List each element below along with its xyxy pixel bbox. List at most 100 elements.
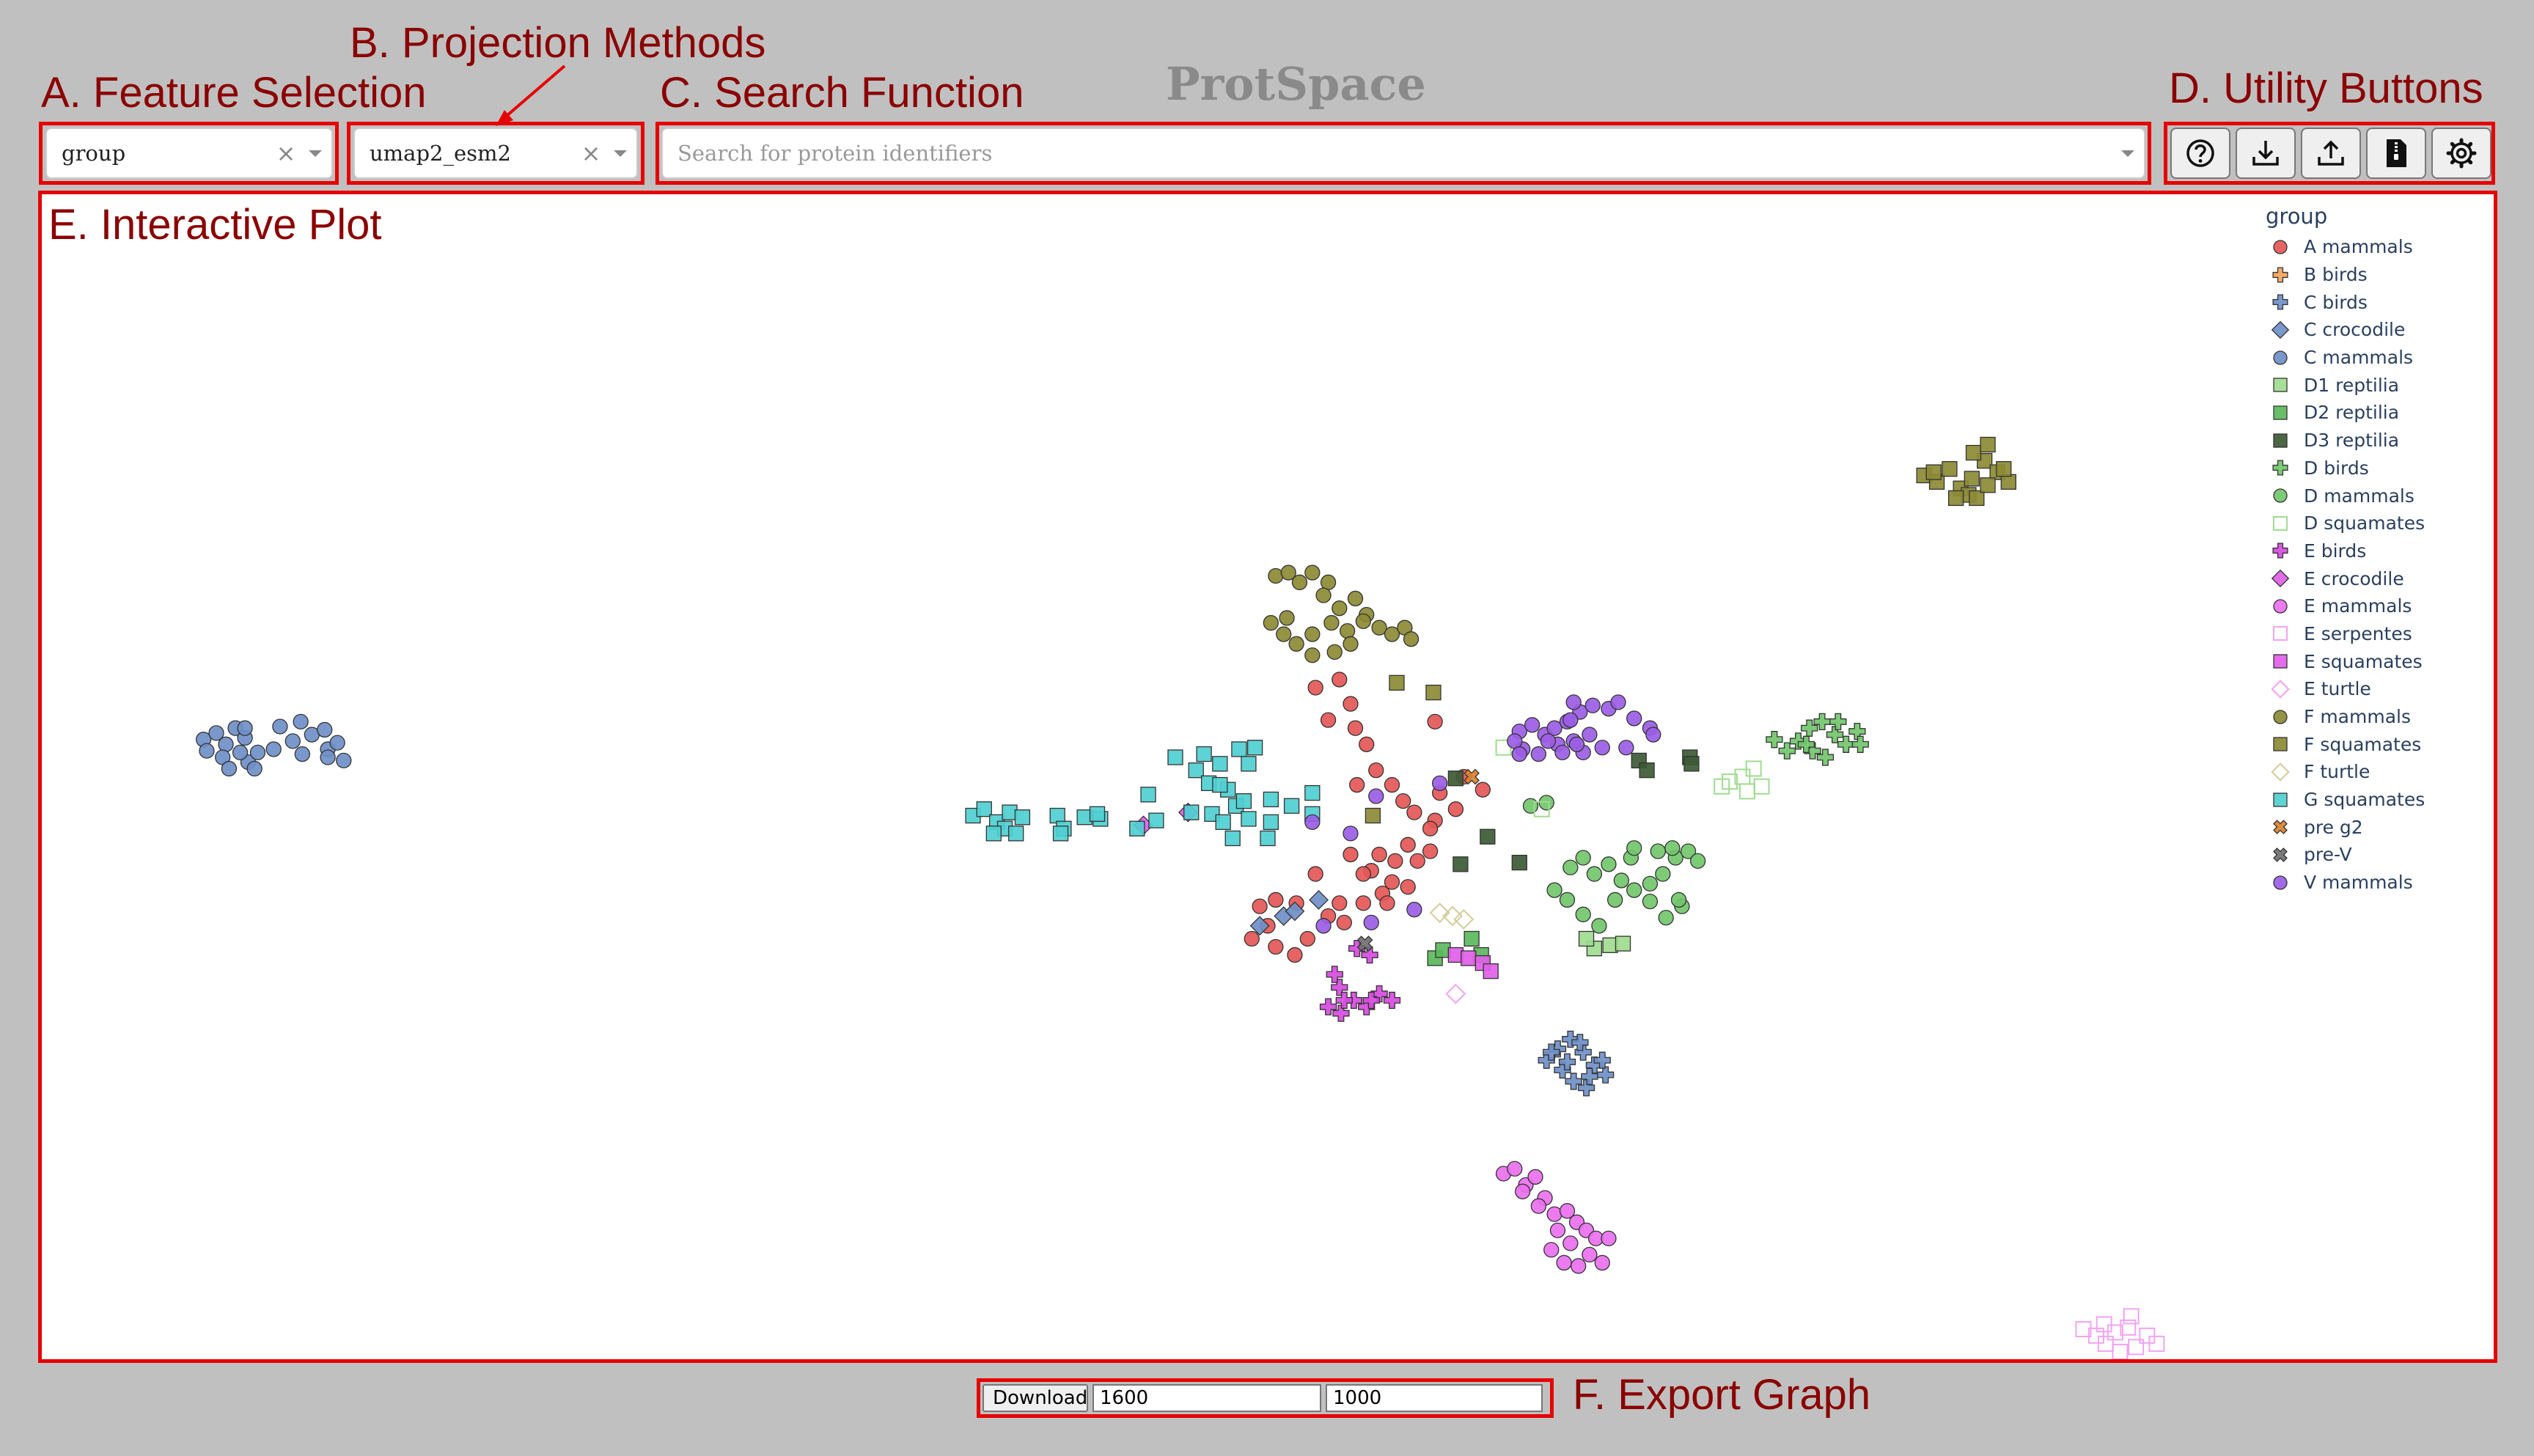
data-point-v-mammals[interactable] bbox=[1546, 720, 1562, 736]
data-point-g-squamates[interactable] bbox=[1167, 749, 1183, 765]
clear-projection-icon[interactable]: × bbox=[581, 139, 601, 167]
series-e-serpentes[interactable] bbox=[2075, 1308, 2165, 1360]
data-point-c-birds[interactable] bbox=[1593, 1051, 1611, 1069]
projection-select-dropdown[interactable]: umap2_esm2 × bbox=[353, 128, 638, 179]
data-point-f-turtle[interactable] bbox=[1429, 902, 1450, 924]
data-point-f-mammals[interactable] bbox=[1315, 587, 1332, 603]
data-point-d-mammals[interactable] bbox=[1538, 795, 1554, 811]
data-point-a-mammals[interactable] bbox=[1299, 930, 1315, 947]
legend-item-d-mammals[interactable]: D mammals bbox=[2266, 482, 2425, 510]
data-point-c-mammals[interactable] bbox=[294, 746, 310, 762]
series-e-mammals[interactable] bbox=[1495, 1161, 1617, 1274]
data-point-f-mammals[interactable] bbox=[1371, 619, 1387, 636]
series-e-birds[interactable] bbox=[1319, 940, 1401, 1022]
series-d-mammals[interactable] bbox=[1522, 795, 1706, 934]
data-point-e-mammals[interactable] bbox=[1507, 1161, 1523, 1177]
upload-button[interactable] bbox=[2301, 128, 2361, 179]
data-point-a-mammals[interactable] bbox=[1368, 762, 1384, 779]
data-point-f-mammals[interactable] bbox=[1304, 565, 1321, 581]
data-point-g-squamates[interactable] bbox=[1014, 809, 1031, 826]
data-point-v-mammals[interactable] bbox=[1315, 918, 1332, 934]
data-point-f-squamates[interactable] bbox=[1964, 471, 1980, 487]
data-point-c-crocodile[interactable] bbox=[1249, 916, 1270, 936]
data-point-f-mammals[interactable] bbox=[1279, 610, 1295, 626]
data-point-v-mammals[interactable] bbox=[1582, 727, 1598, 743]
data-point-d3-reptilia[interactable] bbox=[1639, 762, 1655, 779]
data-point-v-mammals[interactable] bbox=[1343, 826, 1359, 842]
data-point-a-mammals[interactable] bbox=[1307, 680, 1323, 696]
data-point-c-birds[interactable] bbox=[1596, 1066, 1615, 1084]
series-f-mammals[interactable] bbox=[1263, 565, 1420, 663]
data-point-f-squamates[interactable] bbox=[1925, 464, 1942, 480]
data-point-c-mammals[interactable] bbox=[249, 744, 266, 761]
data-point-f-squamates[interactable] bbox=[1365, 807, 1381, 824]
data-point-v-mammals[interactable] bbox=[1626, 710, 1642, 727]
legend-item-e-mammals[interactable]: E mammals bbox=[2266, 592, 2425, 620]
legend-item-e-birds[interactable]: E birds bbox=[2266, 537, 2425, 565]
data-point-c-mammals[interactable] bbox=[272, 718, 288, 735]
data-point-c-birds[interactable] bbox=[1558, 1053, 1576, 1071]
data-point-c-mammals[interactable] bbox=[232, 744, 249, 761]
help-button[interactable] bbox=[2170, 128, 2230, 179]
data-point-f-squamates[interactable] bbox=[1965, 444, 1982, 461]
data-point-g-squamates[interactable] bbox=[1148, 812, 1164, 828]
data-point-v-mammals[interactable] bbox=[1406, 902, 1422, 918]
data-point-c-mammals[interactable] bbox=[218, 736, 234, 752]
feature-select-dropdown[interactable]: group × bbox=[45, 128, 333, 179]
data-point-a-mammals[interactable] bbox=[1447, 801, 1464, 817]
data-point-e-mammals[interactable] bbox=[1546, 1206, 1562, 1222]
data-point-c-mammals[interactable] bbox=[317, 721, 333, 738]
data-point-d-mammals[interactable] bbox=[1689, 853, 1706, 869]
series-d-birds[interactable] bbox=[1766, 713, 1869, 766]
data-point-v-mammals[interactable] bbox=[1565, 694, 1582, 710]
data-point-e-mammals[interactable] bbox=[1594, 1254, 1610, 1271]
data-point-e-squamates[interactable] bbox=[1461, 950, 1477, 966]
data-point-c-birds[interactable] bbox=[1565, 1073, 1582, 1090]
data-point-d3-reptilia[interactable] bbox=[1511, 854, 1527, 871]
data-point-d-mammals[interactable] bbox=[1658, 910, 1674, 926]
data-point-a-mammals[interactable] bbox=[1395, 793, 1411, 809]
data-point-d-mammals[interactable] bbox=[1591, 918, 1607, 934]
data-point-e-squamates[interactable] bbox=[1483, 963, 1499, 979]
series-d2-reptilia[interactable] bbox=[1427, 930, 1489, 966]
data-point-e-mammals[interactable] bbox=[1514, 1183, 1531, 1199]
data-point-a-mammals[interactable] bbox=[1343, 846, 1359, 863]
data-point-g-squamates[interactable] bbox=[1215, 814, 1231, 831]
data-point-g-squamates[interactable] bbox=[1212, 776, 1228, 793]
legend-item-d2-reptilia[interactable]: D2 reptilia bbox=[2266, 399, 2425, 427]
data-point-d-birds[interactable] bbox=[1816, 749, 1835, 766]
legend-item-e-crocodile[interactable]: E crocodile bbox=[2266, 565, 2425, 592]
data-point-d-squamates[interactable] bbox=[1738, 783, 1755, 800]
data-point-g-squamates[interactable] bbox=[976, 801, 992, 817]
data-point-a-mammals[interactable] bbox=[1384, 776, 1400, 793]
legend-item-v-mammals[interactable]: V mammals bbox=[2266, 869, 2425, 897]
legend-item-d3-reptilia[interactable]: D3 reptilia bbox=[2266, 427, 2425, 455]
data-point-v-mammals[interactable] bbox=[1594, 740, 1610, 756]
legend-item-c-birds[interactable]: C birds bbox=[2266, 288, 2425, 316]
data-point-f-mammals[interactable] bbox=[1304, 626, 1321, 642]
data-point-d-birds[interactable] bbox=[1766, 731, 1783, 749]
legend-item-pre-v[interactable]: pre-V bbox=[2266, 841, 2425, 869]
export-width-input[interactable] bbox=[1092, 1384, 1321, 1412]
data-point-g-squamates[interactable] bbox=[1052, 826, 1069, 842]
legend-item-f-turtle[interactable]: F turtle bbox=[2266, 758, 2425, 786]
data-point-e-birds[interactable] bbox=[1319, 998, 1337, 1015]
data-point-f-mammals[interactable] bbox=[1403, 631, 1420, 647]
legend-item-e-serpentes[interactable]: E serpentes bbox=[2266, 620, 2425, 648]
data-point-e-mammals[interactable] bbox=[1556, 1254, 1572, 1271]
data-point-f-mammals[interactable] bbox=[1320, 574, 1337, 590]
data-point-d3-reptilia[interactable] bbox=[1453, 856, 1469, 872]
data-point-f-turtle[interactable] bbox=[1442, 905, 1463, 927]
data-point-f-mammals[interactable] bbox=[1268, 567, 1284, 584]
data-point-a-mammals[interactable] bbox=[1252, 898, 1268, 914]
data-point-g-squamates[interactable] bbox=[1129, 820, 1145, 837]
legend-item-b-birds[interactable]: B birds bbox=[2266, 261, 2425, 289]
data-point-a-mammals[interactable] bbox=[1371, 846, 1387, 863]
data-point-g-squamates[interactable] bbox=[1212, 756, 1228, 772]
legend-item-c-mammals[interactable]: C mammals bbox=[2266, 344, 2425, 372]
legend-item-f-mammals[interactable]: F mammals bbox=[2266, 703, 2425, 731]
data-point-v-mammals[interactable] bbox=[1304, 814, 1321, 831]
series-v-mammals[interactable] bbox=[1304, 694, 1661, 934]
data-point-e-mammals[interactable] bbox=[1601, 1230, 1617, 1246]
data-point-g-squamates[interactable] bbox=[1196, 746, 1212, 762]
